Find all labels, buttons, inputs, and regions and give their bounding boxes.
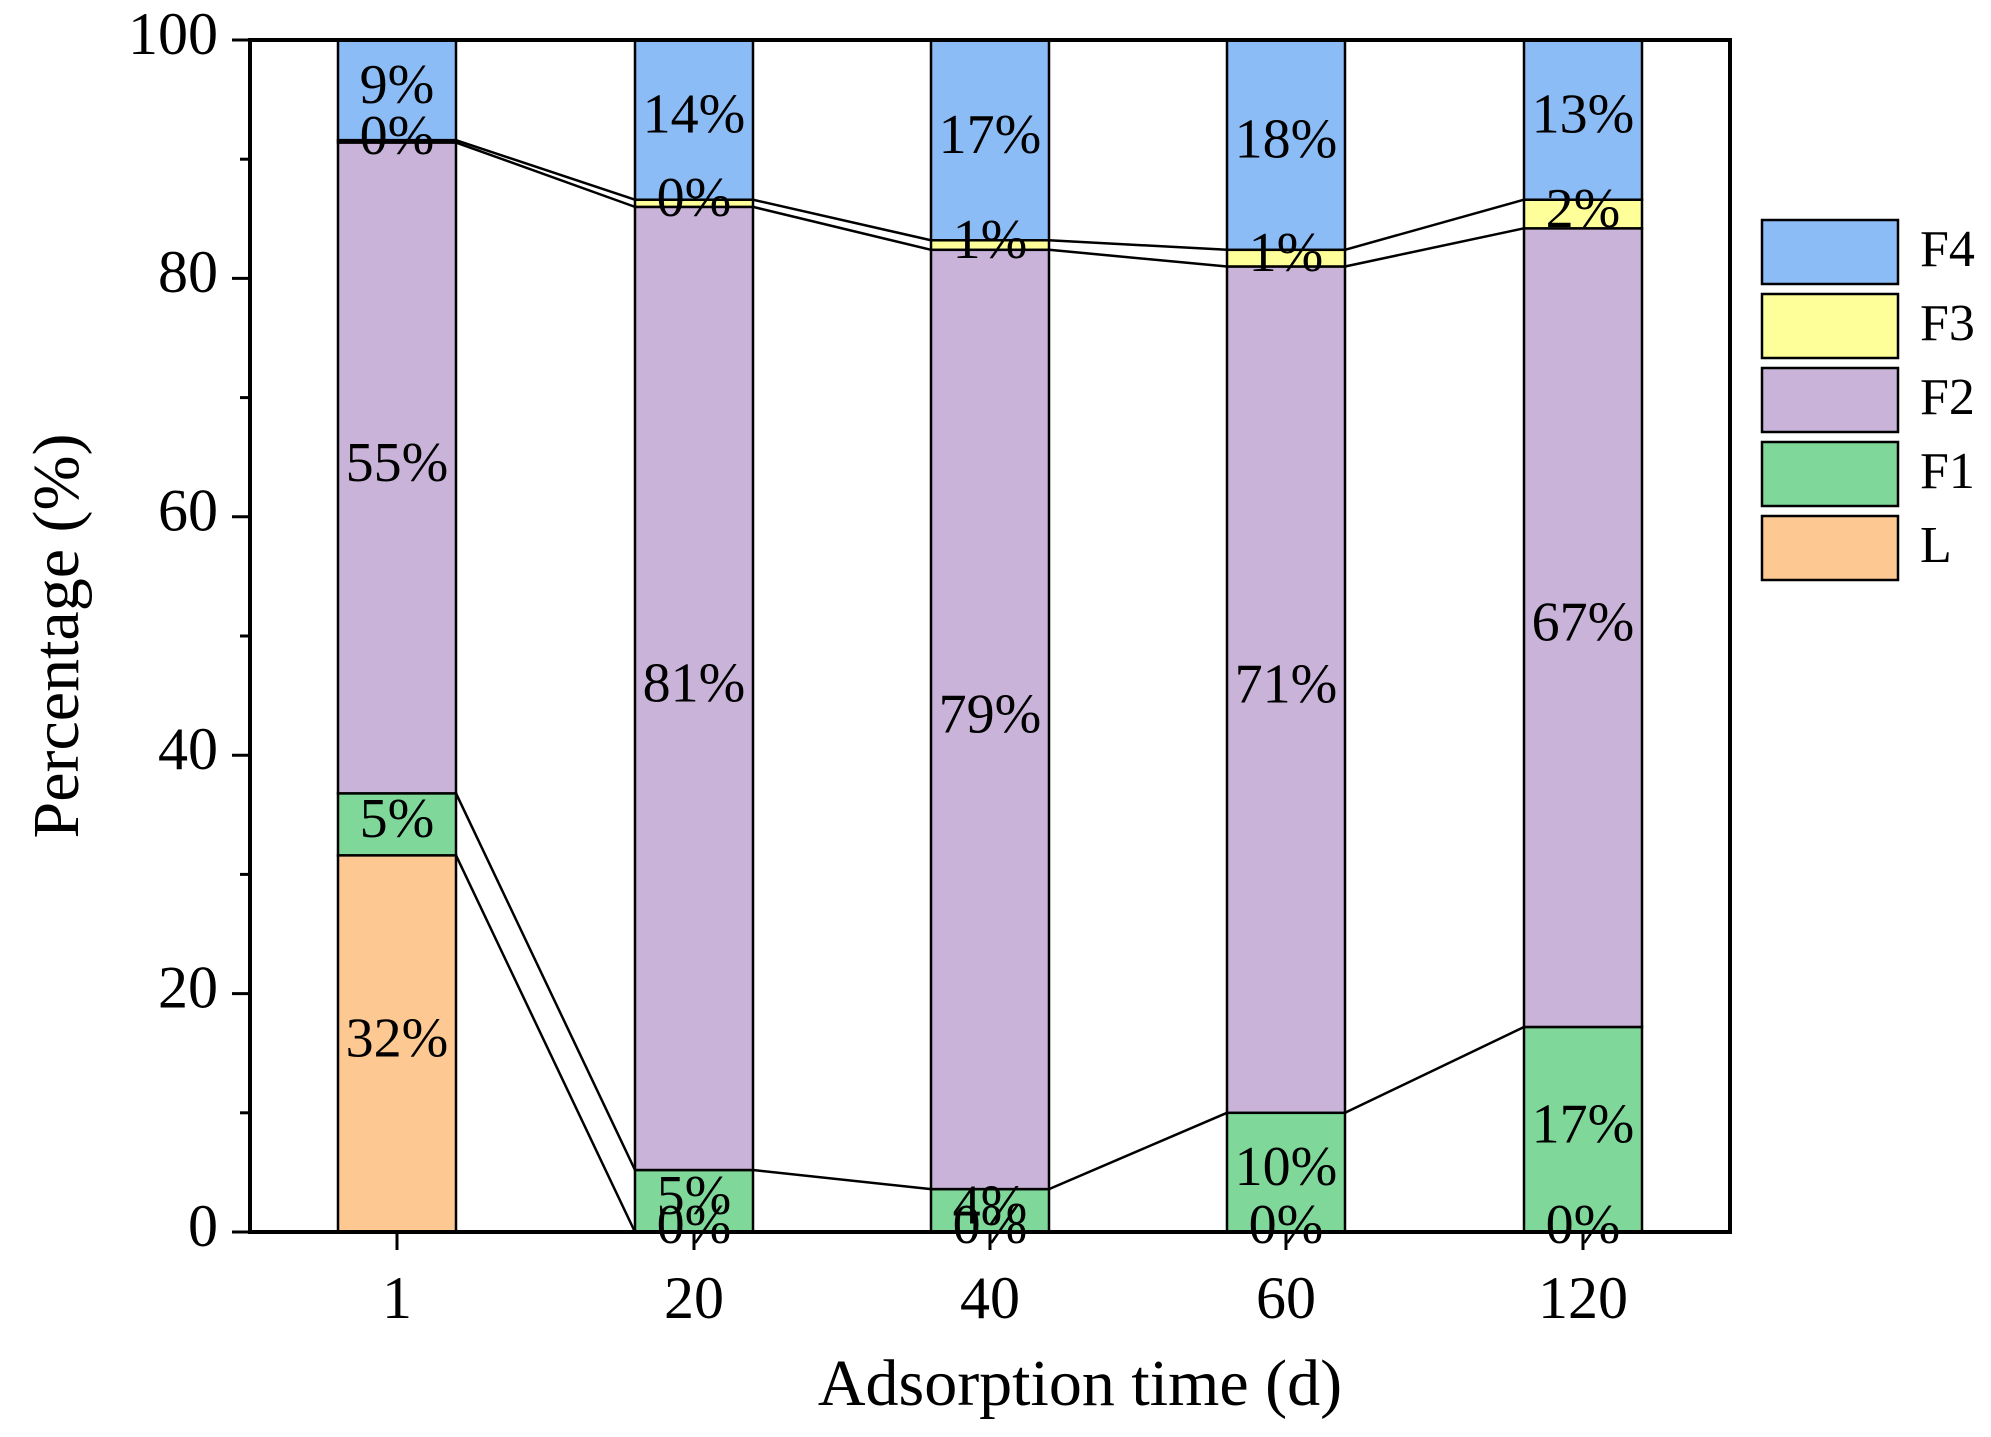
bars-layer <box>336 38 1644 1234</box>
connector-line-f3-1-20 <box>455 138 636 201</box>
bar-segment-f4-1 <box>336 38 458 142</box>
connector-line-f1-60-120 <box>1344 1025 1525 1114</box>
bar-segment-f1-1 <box>336 792 458 857</box>
data-label-f1-120: 17% <box>1532 1093 1635 1155</box>
legend-swatch-f3 <box>1760 292 1900 360</box>
legend-label-l: L <box>1920 517 1952 574</box>
connector-line-f3-20-40 <box>752 198 932 242</box>
legend-label-f1: F1 <box>1920 443 1975 500</box>
connector-line-f1-1-20 <box>454 792 637 1171</box>
data-label-f3-60: 1% <box>1249 222 1324 284</box>
connector-line-f1-20-40 <box>752 1168 932 1191</box>
data-label-f2-60: 71% <box>1235 653 1338 715</box>
y-axis-title: Percentage (%) <box>20 434 93 839</box>
y-tick-label-40: 40 <box>158 716 218 782</box>
data-label-f4-1: 9% <box>360 54 435 116</box>
data-label-l-1: 32% <box>346 1008 449 1070</box>
data-label-f4-60: 18% <box>1235 109 1338 171</box>
bar-segment-f4-60 <box>1225 38 1347 252</box>
y-tick-label-80: 80 <box>158 239 218 305</box>
data-label-f2-40: 79% <box>939 683 1042 745</box>
bar-segment-f2-40 <box>929 248 1051 1191</box>
legend-label-f4: F4 <box>1920 221 1975 278</box>
data-label-f4-120: 13% <box>1532 84 1635 146</box>
connector-line-l-1-20 <box>454 854 637 1233</box>
y-tick-label-0: 0 <box>188 1193 218 1259</box>
connector-line-f3-60-120 <box>1344 198 1525 251</box>
x-tick-label-1: 1 <box>382 1265 412 1331</box>
segment-labels: 32%5%55%0%9%0%5%81%0%14%0%4%79%1%17%0%10… <box>346 54 1635 1256</box>
data-label-f4-20: 14% <box>643 84 746 146</box>
data-label-f2-1: 55% <box>346 432 449 494</box>
legend-swatch-l <box>1760 514 1900 582</box>
x-tick-label-40: 40 <box>960 1265 1020 1331</box>
data-label-f1-20: 5% <box>657 1165 732 1227</box>
legend-swatch-f4 <box>1760 218 1900 286</box>
data-label-f3-40: 1% <box>953 209 1028 271</box>
legend-swatch-f2 <box>1760 366 1900 434</box>
legend: F4 F3 F2 F1 L <box>1760 218 1975 582</box>
y-tick-label-100: 100 <box>128 1 218 67</box>
bar-segment-f4-120 <box>1522 38 1644 201</box>
bar-segment-l-1 <box>336 854 458 1234</box>
y-tick-label-20: 20 <box>158 954 218 1020</box>
legend-label-f3: F3 <box>1920 295 1975 352</box>
legend-swatch-f1 <box>1760 440 1900 508</box>
data-label-f2-20: 81% <box>643 652 746 714</box>
bar-segment-f2-20 <box>633 205 755 1172</box>
x-tick-label-60: 60 <box>1256 1265 1316 1331</box>
bar-segment-f4-20 <box>633 38 755 201</box>
data-label-f3-120: 2% <box>1546 178 1621 240</box>
y-tick-label-60: 60 <box>158 478 218 544</box>
connector-line-f2-60-120 <box>1344 227 1525 268</box>
data-label-f3-20: 0% <box>657 167 732 229</box>
data-label-f4-40: 17% <box>939 104 1042 166</box>
connector-line-f2-1-20 <box>455 141 636 209</box>
connector-line-f3-40-60 <box>1048 239 1228 252</box>
data-label-f2-120: 67% <box>1532 591 1635 653</box>
x-tick-label-20: 20 <box>664 1265 724 1331</box>
x-axis-title: Adsorption time (d) <box>818 1347 1342 1420</box>
data-label-f1-60: 10% <box>1235 1136 1338 1198</box>
connector-line-f1-40-60 <box>1048 1111 1228 1191</box>
data-label-f1-1: 5% <box>360 788 435 850</box>
data-label-f1-40: 4% <box>953 1174 1028 1236</box>
bar-segment-f4-40 <box>929 38 1051 242</box>
bar-segment-f2-60 <box>1225 265 1347 1115</box>
connector-line-f2-40-60 <box>1048 248 1228 268</box>
x-tick-label-120: 120 <box>1538 1265 1628 1331</box>
connector-line-f2-20-40 <box>752 205 932 252</box>
legend-label-f2: F2 <box>1920 369 1975 426</box>
bar-segment-f2-120 <box>1522 227 1644 1029</box>
data-label-f3-1: 0% <box>360 105 435 167</box>
